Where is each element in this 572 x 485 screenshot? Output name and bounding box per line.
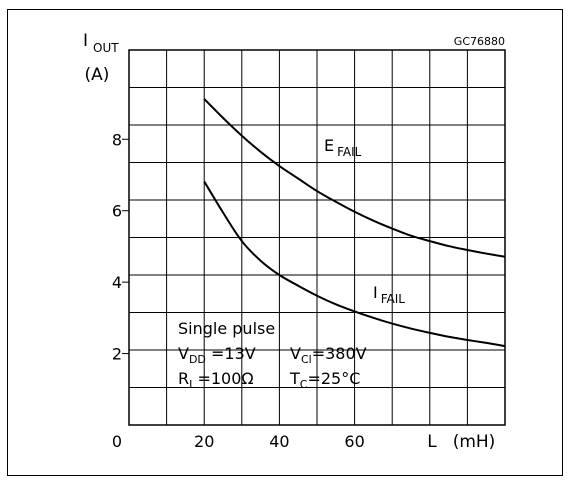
condition-vdd: VDD =13V [178, 344, 256, 366]
y-tick-label: 2 [112, 345, 122, 364]
x-tick-label: 0 [112, 432, 122, 451]
conditions-line-1: Single pulse [178, 319, 275, 338]
condition-ri: RI =100Ω [178, 369, 254, 391]
x-tick-label: 40 [269, 432, 289, 451]
x-axis-unit: (mH) [453, 432, 496, 452]
series-label-efail: E FAIL [324, 136, 362, 159]
figure-code: GC76880 [454, 35, 505, 48]
x-tick-label: 60 [344, 432, 364, 451]
series-curve-ifail [203, 180, 506, 348]
y-axis-label: I OUT [83, 31, 119, 55]
y-axis-unit: (A) [85, 65, 110, 85]
y-tick-label: 8 [112, 130, 122, 149]
plot-grid [129, 50, 505, 425]
x-axis-label: L [427, 432, 437, 452]
series-curve-efail [203, 98, 506, 258]
x-tick-label: 20 [194, 432, 214, 451]
y-tick-label: 4 [112, 273, 122, 292]
condition-vcl: VCl=380V [290, 344, 367, 366]
figure-frame [7, 9, 563, 476]
y-tick-label: 6 [112, 202, 122, 221]
plot-axes [122, 49, 506, 426]
plot-border [128, 49, 506, 426]
tick-labels: 2 4 6 8 0 20 40 60 [112, 130, 365, 451]
series-label-ifail: I FAIL [373, 283, 405, 306]
data-series [203, 98, 506, 348]
condition-tc: TC=25°C [289, 369, 360, 391]
